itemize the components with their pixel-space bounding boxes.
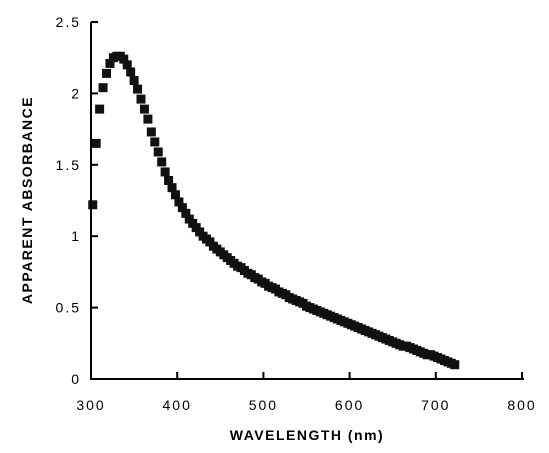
y-tick-label: 0.5 — [56, 300, 81, 316]
data-point — [143, 114, 153, 124]
x-tick-label: 300 — [76, 397, 105, 413]
y-tick-label: 1.5 — [56, 157, 81, 173]
data-point — [129, 76, 139, 86]
x-tick-label: 800 — [507, 397, 536, 413]
data-point — [164, 176, 174, 186]
data-point — [122, 60, 132, 70]
data-point — [136, 94, 146, 104]
data-point — [105, 58, 115, 68]
data-point — [91, 138, 101, 148]
data-point — [150, 137, 160, 147]
data-point — [133, 84, 143, 94]
data-point — [157, 157, 167, 167]
y-axis-ticks: 0 0.5 1 1.5 2 2.5 — [56, 14, 98, 387]
data-point — [170, 190, 180, 200]
x-tick-label: 600 — [335, 397, 364, 413]
data-point — [102, 68, 112, 78]
x-tick-label: 500 — [249, 397, 278, 413]
data-point — [146, 127, 156, 137]
data-point — [139, 104, 149, 114]
data-point — [119, 54, 129, 64]
data-point — [181, 208, 191, 218]
data-point — [126, 67, 136, 77]
data-point — [98, 83, 108, 93]
data-point — [167, 183, 177, 193]
y-tick-label: 2 — [71, 85, 81, 101]
data-points — [88, 51, 460, 370]
y-tick-label: 1 — [71, 228, 81, 244]
x-tick-label: 400 — [163, 397, 192, 413]
data-point — [174, 197, 184, 207]
y-axis-title: APPARENT ABSORBANCE — [19, 96, 35, 304]
data-point — [88, 200, 98, 210]
y-tick-label: 0 — [71, 371, 81, 387]
data-point — [95, 104, 105, 114]
x-tick-label: 700 — [421, 397, 450, 413]
y-tick-label: 2.5 — [56, 14, 81, 30]
data-point — [160, 167, 170, 177]
data-point — [153, 147, 163, 157]
data-point — [177, 203, 187, 213]
x-axis-title: WAVELENGTH (nm) — [230, 427, 384, 443]
data-point — [450, 360, 460, 370]
